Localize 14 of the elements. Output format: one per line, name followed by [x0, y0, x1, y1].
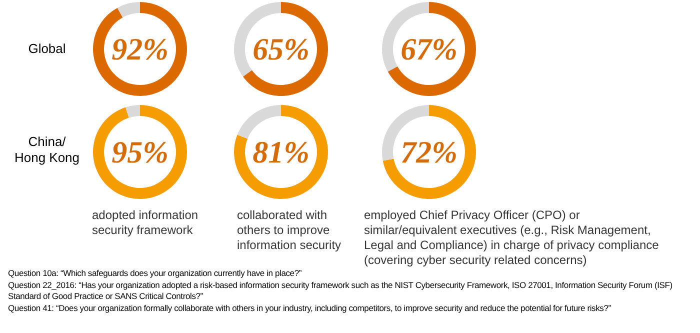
text: 65%	[252, 32, 310, 66]
text: Global	[27, 41, 67, 57]
text: Question 22_2016: “Has your organization adopted a risk-based information security framework such as the NIST Cybersecurity Framework, ISO 27001, Information Security Forum (ISF) Standard of Good Practice or SANS Critical Controls?”	[8, 280, 674, 302]
text: 72%	[400, 134, 458, 170]
text: 81%	[252, 134, 310, 170]
text: adopted information security framework	[92, 208, 200, 238]
text: 95%	[112, 134, 168, 170]
text: collaborated with others to improve information security	[237, 208, 342, 253]
text: Question 10a: “Which safeguards does your organization currently have in place?”	[8, 268, 302, 280]
text: employed Chief Privacy Officer (CPO) or similar/equivalent executives (e.g., Risk Management, Legal and Compliance) in charge of privacy compliance (covering cyber security related concerns)	[364, 208, 660, 268]
text: China/ Hong Kong	[13, 134, 81, 166]
text: 92%	[112, 32, 168, 66]
text: Question 41: “Does your organization formally collaborate with others in your industry, including competitors, to improve security and reduce the potential for future risks?”	[8, 302, 612, 314]
text: 67%	[400, 32, 458, 66]
